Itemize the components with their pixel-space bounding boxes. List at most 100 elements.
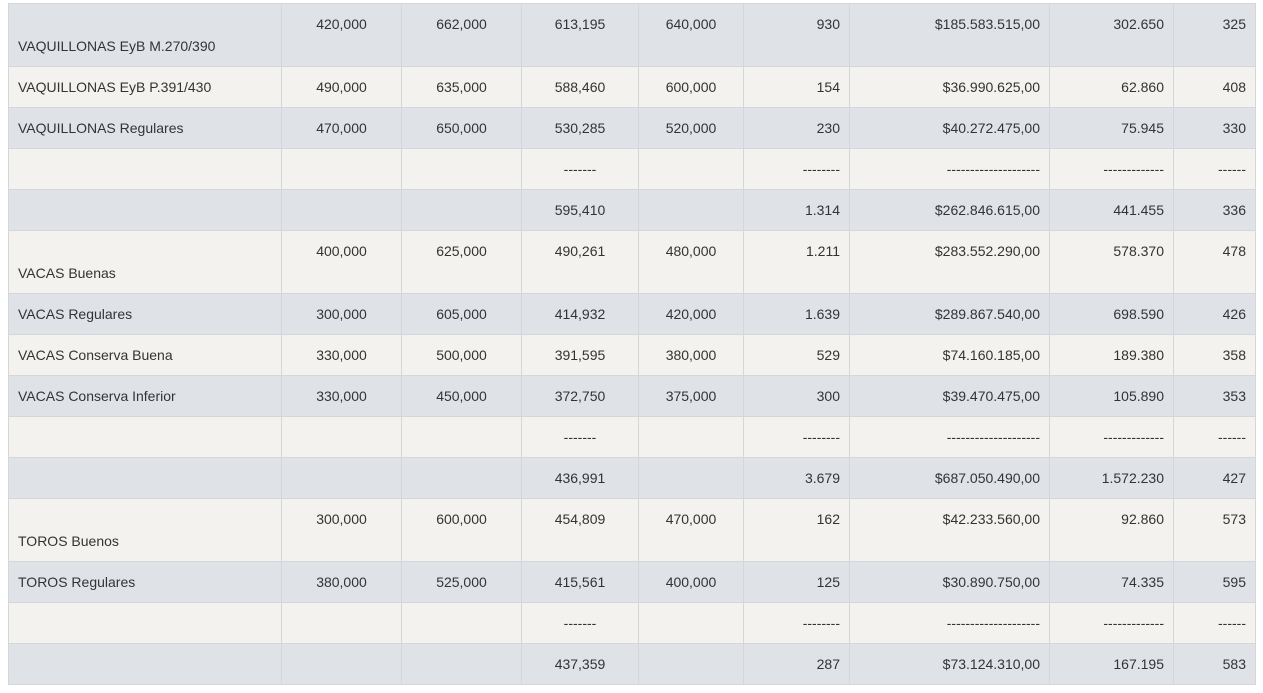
table-cell: 478 — [1173, 230, 1256, 294]
table-cell: $185.583.515,00 — [849, 3, 1050, 67]
table-cell: -------------------- — [849, 416, 1050, 458]
table-cell: 480,000 — [638, 230, 744, 294]
table-cell: 162 — [743, 498, 850, 562]
table-cell: 600,000 — [638, 66, 744, 108]
table-cell: 470,000 — [638, 498, 744, 562]
table-cell: 300 — [743, 375, 850, 417]
table-cell: 420,000 — [638, 293, 744, 335]
table-cell — [638, 189, 744, 231]
table-row: VACAS Conserva Inferior 330,000 450,000 372… — [8, 375, 1256, 417]
row-label: VACAS Conserva Buena — [8, 334, 282, 376]
table-row: VAQUILLONAS EyB P.391/430 490,000 635,000 5… — [8, 66, 1256, 108]
row-label — [8, 457, 282, 499]
table-cell: 578.370 — [1049, 230, 1174, 294]
table-cell: 230 — [743, 107, 850, 149]
table-cell: 358 — [1173, 334, 1256, 376]
table-cell: ------------- — [1049, 602, 1174, 644]
table-cell — [401, 643, 522, 685]
table-cell — [638, 457, 744, 499]
table-cell: 426 — [1173, 293, 1256, 335]
table-cell: 330,000 — [281, 375, 402, 417]
table-cell: 600,000 — [401, 498, 522, 562]
table-cell: 420,000 — [281, 3, 402, 67]
row-label: VACAS Buenas — [8, 230, 282, 294]
table-cell — [401, 457, 522, 499]
table-cell — [281, 602, 402, 644]
row-label — [8, 643, 282, 685]
table-cell: $289.867.540,00 — [849, 293, 1050, 335]
table-cell: 330,000 — [281, 334, 402, 376]
table-cell: 500,000 — [401, 334, 522, 376]
table-cell: 573 — [1173, 498, 1256, 562]
table-cell: 605,000 — [401, 293, 522, 335]
table-cell: 62.860 — [1049, 66, 1174, 108]
table-cell: 75.945 — [1049, 107, 1174, 149]
table-cell: 189.380 — [1049, 334, 1174, 376]
row-label: TOROS Regulares — [8, 561, 282, 603]
table-cell — [281, 148, 402, 190]
row-label — [8, 148, 282, 190]
table-cell: $42.233.560,00 — [849, 498, 1050, 562]
table-row: 595,410 1.314 $262.846.615,00 441.455 336 — [8, 189, 1256, 231]
table-cell: 380,000 — [638, 334, 744, 376]
table-cell: $40.272.475,00 — [849, 107, 1050, 149]
table-row: VACAS Regulares 300,000 605,000 414,932 420,… — [8, 293, 1256, 335]
table-cell: 625,000 — [401, 230, 522, 294]
table-cell: 380,000 — [281, 561, 402, 603]
table-body: VAQUILLONAS EyB M.270/390 420,000 662,000 6… — [8, 3, 1256, 685]
table-cell: 105.890 — [1049, 375, 1174, 417]
table-cell: 3.679 — [743, 457, 850, 499]
table-cell: $262.846.615,00 — [849, 189, 1050, 231]
table-cell: 490,261 — [521, 230, 639, 294]
table-cell — [401, 148, 522, 190]
table-cell: -------------------- — [849, 602, 1050, 644]
table-cell: 454,809 — [521, 498, 639, 562]
table-cell: $73.124.310,00 — [849, 643, 1050, 685]
table-cell: ------- — [521, 148, 639, 190]
table-cell — [638, 148, 744, 190]
table-row: 437,359 287 $73.124.310,00 167.195 583 — [8, 643, 1256, 685]
table-cell: 525,000 — [401, 561, 522, 603]
table-cell: 640,000 — [638, 3, 744, 67]
table-cell: 441.455 — [1049, 189, 1174, 231]
row-label — [8, 189, 282, 231]
table-cell: 408 — [1173, 66, 1256, 108]
table-cell: 930 — [743, 3, 850, 67]
table-cell: 400,000 — [281, 230, 402, 294]
table-cell: 1.211 — [743, 230, 850, 294]
table-cell: 595 — [1173, 561, 1256, 603]
table-row: TOROS Regulares 380,000 525,000 415,561 400,… — [8, 561, 1256, 603]
table-cell: 325 — [1173, 3, 1256, 67]
table-cell: 470,000 — [281, 107, 402, 149]
table-cell: 583 — [1173, 643, 1256, 685]
table-cell: ------- — [521, 416, 639, 458]
table-cell: $283.552.290,00 — [849, 230, 1050, 294]
table-cell: ------- — [521, 602, 639, 644]
table-cell: 588,460 — [521, 66, 639, 108]
table-cell: 336 — [1173, 189, 1256, 231]
table-cell — [401, 189, 522, 231]
table-row: ------- -------- -------------------- -----… — [8, 148, 1256, 190]
table-cell: 391,595 — [521, 334, 639, 376]
table-cell: $36.990.625,00 — [849, 66, 1050, 108]
table-cell — [638, 643, 744, 685]
table-cell: 520,000 — [638, 107, 744, 149]
table-cell: -------------------- — [849, 148, 1050, 190]
row-label — [8, 602, 282, 644]
table-cell: 287 — [743, 643, 850, 685]
table-cell — [281, 416, 402, 458]
table-cell: 436,991 — [521, 457, 639, 499]
table-cell: 302.650 — [1049, 3, 1174, 67]
row-label — [8, 416, 282, 458]
table-cell: 427 — [1173, 457, 1256, 499]
row-label: VAQUILLONAS Regulares — [8, 107, 282, 149]
table-cell: 662,000 — [401, 3, 522, 67]
table-row: ------- -------- -------------------- -----… — [8, 416, 1256, 458]
table-row: VACAS Conserva Buena 330,000 500,000 391,59… — [8, 334, 1256, 376]
table-cell: 414,932 — [521, 293, 639, 335]
table-cell: 613,195 — [521, 3, 639, 67]
table-cell: ------ — [1173, 416, 1256, 458]
table-cell: 74.335 — [1049, 561, 1174, 603]
table-cell: -------- — [743, 602, 850, 644]
table-cell: 154 — [743, 66, 850, 108]
